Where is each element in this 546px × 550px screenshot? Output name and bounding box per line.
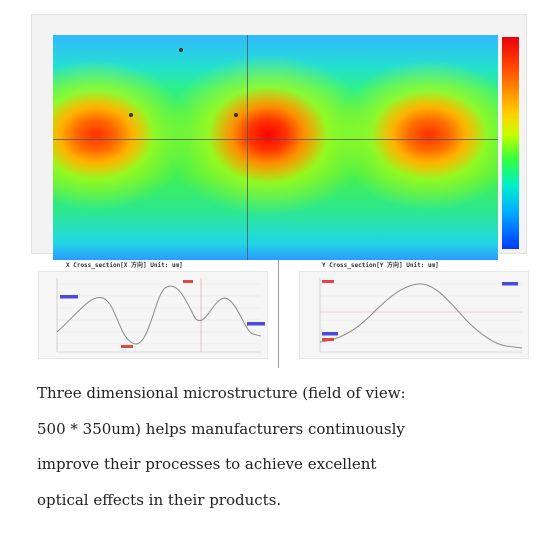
caption-line: improve their processes to achieve excel… <box>37 455 377 473</box>
height-heatmap[interactable] <box>53 35 498 260</box>
point-marker-top[interactable] <box>179 48 183 52</box>
y-marker-blue-left[interactable] <box>322 332 338 336</box>
caption-line: optical effects in their products. <box>37 490 282 509</box>
x-profile-svg <box>56 278 265 353</box>
y-profile-line <box>319 283 523 349</box>
point-marker-center[interactable] <box>234 113 238 117</box>
caption-line: Three dimensional microstructure (field … <box>37 384 406 402</box>
y-marker-blue-right[interactable] <box>502 282 518 286</box>
x-marker-blue-left[interactable] <box>60 295 78 299</box>
y-cross-section-title: Y Cross_section[Y 方向] Unit: um] <box>322 262 439 269</box>
panel-divider <box>278 260 279 368</box>
x-profile-line <box>56 285 262 345</box>
point-marker-left[interactable] <box>129 113 133 117</box>
x-grid <box>57 283 261 345</box>
x-marker-red-top[interactable] <box>183 280 193 283</box>
y-grid <box>320 283 522 345</box>
color-scale-bar <box>502 37 519 249</box>
crosshair-horizontal[interactable] <box>53 139 498 140</box>
x-marker-red-bottom[interactable] <box>121 345 133 348</box>
caption-line: 500 * 350um) helps manufacturers continu… <box>37 419 405 438</box>
y-marker-red-bottom[interactable] <box>322 338 334 341</box>
crosshair-vertical[interactable] <box>247 35 248 260</box>
heatmap-panel <box>31 14 527 260</box>
figure-caption: Three dimensional microstructure (field … <box>37 376 542 518</box>
y-marker-red-top[interactable] <box>322 280 334 283</box>
x-cross-section-title: X Cross_section[X 方向] Unit: um] <box>66 262 183 269</box>
x-cross-section-plot <box>38 271 268 359</box>
y-profile-svg <box>319 278 523 353</box>
y-cross-section-plot <box>299 271 529 359</box>
x-marker-blue-right[interactable] <box>247 322 265 326</box>
